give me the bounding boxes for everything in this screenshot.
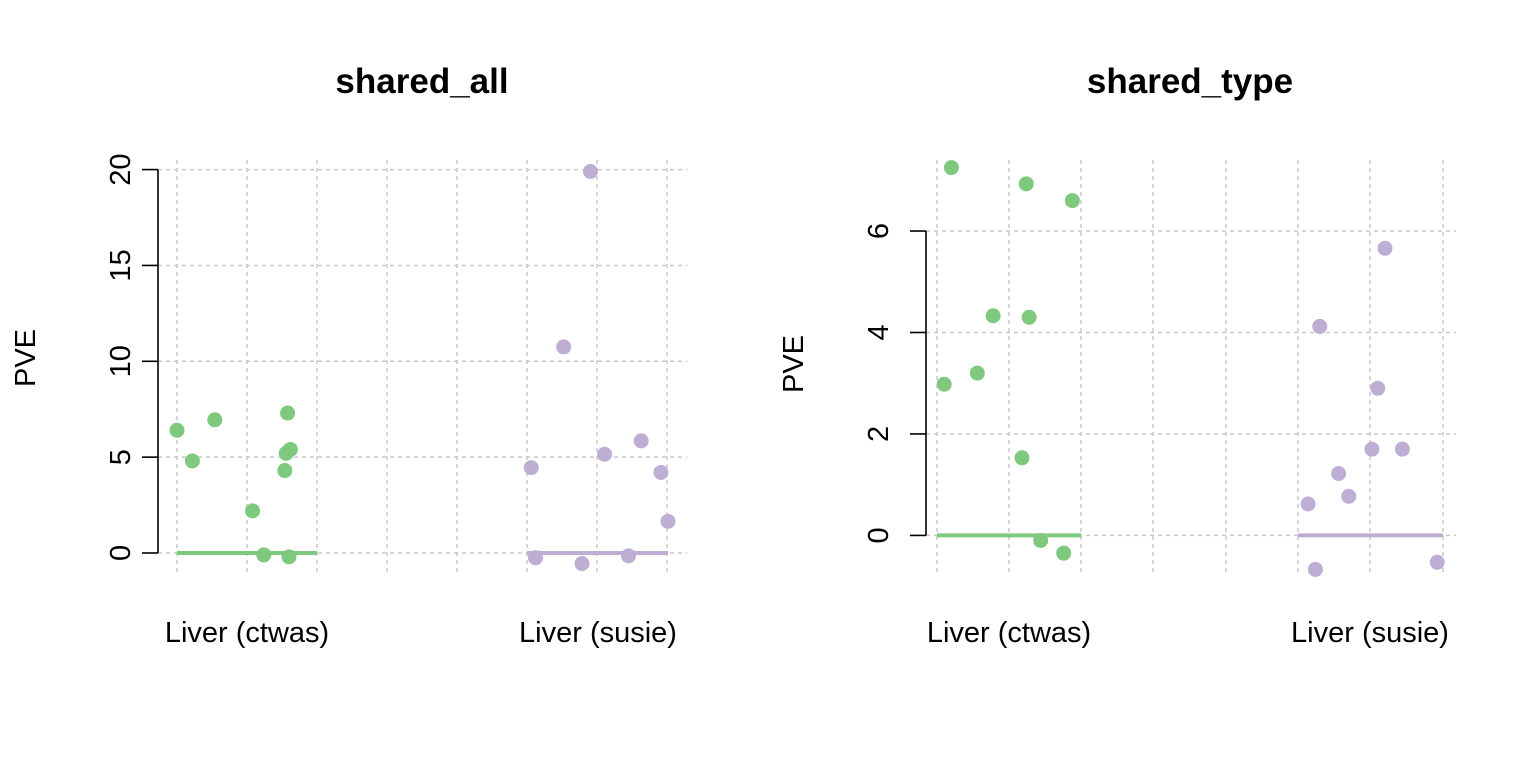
data-point-susie [597,446,613,462]
panel-shared-all: shared_all PVE 0 5 10 15 20 Liver (ctwas) Li… [10,62,687,649]
data-point-susie [527,550,543,566]
data-point-ctwas [943,160,959,176]
data-point-ctwas [207,412,223,428]
data-point-ctwas [1064,193,1080,209]
y-tick-label: 0 [863,527,895,543]
data-point-ctwas [245,503,261,519]
data-point-susie [1341,488,1357,504]
y-tick-label: 4 [863,324,895,340]
data-point-ctwas [936,376,952,392]
data-point-susie [653,464,669,480]
data-point-susie [1331,466,1347,482]
y-tick-label: 0 [105,545,137,561]
category-label-liver-susie: Liver (susie) [519,617,677,649]
panel-title: shared_all [335,62,508,101]
y-axis: 0 5 10 15 20 [105,153,159,561]
data-point-susie [556,339,572,355]
data-point-ctwas [969,365,985,381]
category-label-liver-susie: Liver (susie) [1291,617,1449,649]
data-point-susie [1429,554,1445,570]
data-point-ctwas [1033,532,1049,548]
data-point-susie [582,164,598,180]
series-layer [169,164,676,572]
data-point-ctwas [169,422,185,438]
y-tick-label: 20 [105,153,137,185]
y-axis-label: PVE [778,335,810,393]
panel-shared-type: shared_type PVE 0 2 4 6 Liver (ctwas) Liver… [778,62,1456,649]
data-point-susie [1300,496,1316,512]
y-tick-label: 5 [105,449,137,465]
gridlines [158,160,687,576]
data-point-ctwas [1021,309,1037,325]
data-point-ctwas [184,453,200,469]
category-label-liver-ctwas: Liver (ctwas) [165,617,329,649]
series-layer [936,160,1445,577]
y-tick-label: 2 [863,426,895,442]
data-point-susie [1394,441,1410,457]
x-category-labels: Liver (ctwas) Liver (susie) [927,617,1449,649]
data-point-ctwas [282,441,298,457]
data-point-ctwas [1056,545,1072,561]
data-point-susie [660,513,676,529]
y-axis-label: PVE [10,329,42,387]
data-point-ctwas [280,405,296,421]
data-point-susie [1364,441,1380,457]
data-point-susie [633,433,649,449]
data-point-ctwas [256,547,272,563]
data-point-susie [523,460,539,476]
data-point-ctwas [281,549,297,565]
data-point-ctwas [277,463,293,479]
data-point-ctwas [985,308,1001,324]
data-point-susie [1370,380,1386,396]
category-label-liver-ctwas: Liver (ctwas) [927,617,1091,649]
data-point-ctwas [1018,176,1034,192]
data-point-ctwas [1014,450,1030,466]
data-point-susie [1377,240,1393,256]
y-tick-label: 6 [863,223,895,239]
x-category-labels: Liver (ctwas) Liver (susie) [165,617,677,649]
data-point-susie [574,556,590,572]
data-point-susie [621,548,637,564]
y-tick-label: 15 [105,249,137,281]
panel-title: shared_type [1087,62,1293,101]
y-tick-label: 10 [105,345,137,377]
y-axis: 0 2 4 6 [863,223,927,543]
data-point-susie [1307,561,1323,577]
data-point-susie [1312,318,1328,334]
